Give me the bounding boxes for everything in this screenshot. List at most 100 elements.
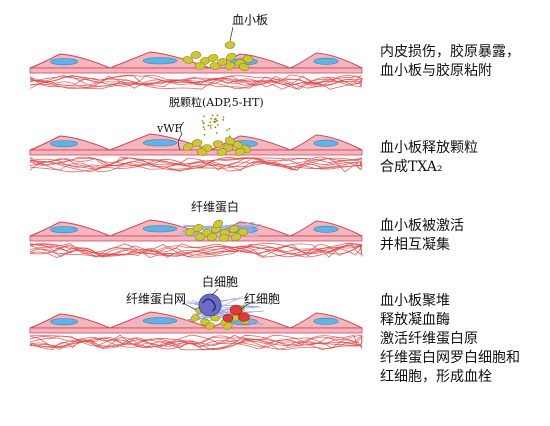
cell-nucleus [313,225,339,233]
collagen-fiber [29,334,363,350]
granule-dot [226,129,229,132]
leukocyte-nucleus [202,298,216,312]
stage-2-line-1: 血小板释放颗粒 [380,140,478,156]
cell-nucleus [142,317,178,325]
platelet [223,322,233,330]
platelet [191,139,203,147]
label-leader [211,288,219,296]
collagen-fiber [29,242,363,257]
collagen-fiber [29,156,363,173]
degranulation-label: 脱颗粒(ADP,5-HT) [169,95,264,109]
collagen-fiber [29,243,363,258]
cell-nucleus [50,318,78,326]
granule-dot [210,117,213,120]
collagen-fiber [29,75,363,89]
platelet [224,41,236,49]
platelet [192,224,204,232]
stage-3-description: 血小板被激活 并相互凝集 [380,217,464,255]
fibrin-label: 纤维蛋白 [191,199,239,214]
platelet [224,62,236,70]
platelet [212,140,224,148]
collagen-fiber [29,335,363,350]
collagen-fiber [29,243,363,259]
stage-3-line-1: 血小板被激活 [380,218,464,234]
leukocyte [198,293,222,317]
platelet [190,314,200,322]
granule-dot [228,135,231,138]
vessel-wall-4 [29,311,363,351]
stage-2-description: 血小板释放颗粒 合成TXA₂ [380,139,478,177]
cell-nucleus [142,139,178,147]
collagen-fiber [29,245,363,258]
cell-nucleus [313,317,339,325]
platelet [194,62,206,70]
cell-nucleus [142,225,178,233]
vwf-strand [178,121,185,151]
erythrocyte [238,312,250,322]
platelet [238,63,250,71]
label-leader [240,302,251,310]
stage-1-platelets: 血小板 [182,13,268,71]
granule-dot [222,116,225,119]
stage-2-line-2: 合成TXA₂ [380,159,443,175]
label-leader [229,26,234,42]
platelet [216,148,228,156]
collagen-fiber [29,157,363,172]
granule-dot [216,119,218,122]
granule-dot [228,127,231,130]
granule-dot [203,115,206,118]
stage-1-line-2: 血小板与胶原粘附 [380,63,492,79]
platelet [205,322,215,330]
platelet [225,136,235,146]
basement-membrane [29,327,363,334]
platelet [209,62,221,70]
granule-dot [207,124,210,127]
granule-dot [222,118,225,121]
label-leader [182,302,197,311]
platelet [213,219,223,229]
cell-nucleus [142,57,178,65]
collagen-fiber [29,335,363,351]
stage-3-aggregate: 纤维蛋白 [178,199,262,242]
cell-nucleus [50,226,78,234]
platelet [225,52,237,62]
granule-dot [216,114,219,117]
vwf-label: vWF [156,122,183,135]
stage-4-description: 血小板聚堆 释放凝血酶 激活纤维蛋白原 纤维蛋白网罗白细胞和 红细胞，形成血栓 [380,292,520,387]
cell-nucleus [50,58,78,66]
platelet [242,55,254,63]
granule-dot [209,121,212,124]
platelet [228,225,240,233]
granule-dot [214,120,217,123]
collagen-fiber [29,75,363,90]
erythrocyte [222,313,234,323]
platelet [196,148,208,156]
granule-dot [214,126,217,129]
collagen-fiber [29,76,363,90]
platelet [234,147,246,157]
collagen-fiber [29,75,363,90]
granule-dot [213,120,216,123]
granule-dot [202,122,205,125]
erythrocyte-label: 红细胞 [244,291,280,306]
granule-dot [217,123,219,126]
collagen-fiber [29,157,363,173]
cell-nucleus [313,139,339,147]
granule-dot [202,126,205,129]
fibrin-net-strand [185,302,262,308]
collagen-fiber [29,242,363,258]
granule-dot [213,118,216,121]
leukocyte-label: 白细胞 [202,274,238,289]
platelet [190,51,202,59]
fibrin-net-label: 纤维蛋白网 [126,291,186,306]
granule-dot [203,133,206,136]
granule-dot [209,127,212,129]
basement-membrane [29,67,363,74]
stage-2-platelets: 脱颗粒(ADP,5-HT) vWF [156,95,264,157]
erythrocyte [229,304,243,316]
platelet [218,234,230,242]
stage-3-line-2: 并相互凝集 [380,237,450,253]
granule-dot [215,132,218,134]
